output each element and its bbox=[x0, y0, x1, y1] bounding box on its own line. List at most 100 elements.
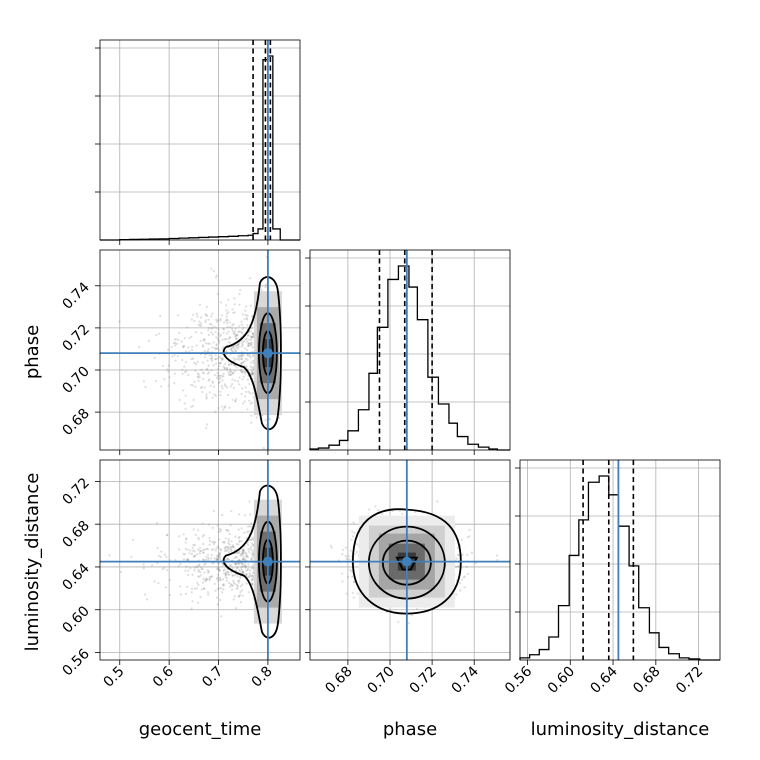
scatter-point bbox=[225, 386, 228, 389]
scatter-point bbox=[182, 552, 185, 556]
scatter-point bbox=[221, 379, 224, 382]
contour-outer bbox=[222, 276, 282, 431]
scatter-point bbox=[244, 370, 247, 373]
scatter-point bbox=[183, 553, 186, 556]
scatter-point bbox=[197, 536, 200, 539]
scatter-point bbox=[222, 578, 225, 581]
scatter-point bbox=[202, 339, 205, 342]
scatter-point bbox=[223, 572, 226, 575]
scatter-point bbox=[248, 525, 252, 528]
scatter-point bbox=[250, 327, 253, 330]
scatter-point bbox=[193, 380, 196, 383]
scatter-point bbox=[218, 341, 221, 344]
scatter-point bbox=[188, 337, 191, 340]
scatter-point bbox=[196, 548, 200, 551]
scatter-point bbox=[219, 361, 222, 364]
scatter-point bbox=[227, 373, 230, 376]
scatter-point bbox=[247, 525, 250, 528]
scatter-point bbox=[182, 389, 185, 392]
scatter-point bbox=[233, 369, 236, 372]
scatter-point bbox=[214, 541, 217, 544]
scatter-point bbox=[205, 578, 208, 581]
scatter-point bbox=[237, 581, 240, 584]
scatter-point bbox=[244, 566, 247, 569]
scatter-point bbox=[241, 570, 244, 573]
scatter-point bbox=[198, 324, 201, 327]
frame-phase bbox=[309, 249, 511, 451]
scatter-point bbox=[224, 572, 227, 575]
scatter-point bbox=[242, 375, 245, 378]
scatter-point bbox=[230, 349, 233, 352]
scatter-point bbox=[250, 549, 253, 552]
scatter-point bbox=[212, 364, 215, 367]
scatter-point bbox=[251, 315, 254, 318]
scatter-point bbox=[214, 410, 217, 413]
scatter-point bbox=[219, 334, 222, 337]
scatter-point bbox=[184, 360, 187, 364]
scatter-point bbox=[214, 354, 217, 357]
scatter-point bbox=[212, 542, 216, 546]
scatter-point bbox=[183, 344, 186, 347]
tick-label-geocent_time: 0.7 bbox=[199, 664, 226, 691]
scatter-point bbox=[213, 347, 216, 350]
scatter-point bbox=[195, 312, 198, 315]
scatter-point bbox=[240, 362, 243, 365]
scatter-point bbox=[223, 541, 226, 544]
scatter-point bbox=[232, 332, 235, 335]
scatter-point bbox=[236, 380, 239, 383]
scatter-point bbox=[245, 573, 248, 576]
scatter-point bbox=[142, 380, 145, 383]
scatter-point bbox=[210, 575, 213, 579]
scatter-point bbox=[251, 369, 254, 372]
scatter-point bbox=[237, 579, 240, 582]
tick-label-phase: 0.70 bbox=[364, 664, 397, 697]
scatter-point bbox=[218, 375, 221, 378]
scatter-point bbox=[201, 345, 205, 348]
scatter-point bbox=[193, 587, 196, 590]
scatter-point bbox=[252, 571, 255, 575]
scatter-point bbox=[230, 346, 233, 349]
scatter-point bbox=[249, 545, 253, 549]
scatter-point bbox=[237, 563, 240, 566]
scatter-point bbox=[234, 344, 237, 347]
scatter-point bbox=[243, 318, 246, 321]
scatter-point bbox=[223, 367, 226, 370]
scatter-point bbox=[248, 344, 251, 347]
scatter-point bbox=[242, 550, 245, 553]
scatter-point bbox=[207, 348, 210, 351]
scatter-point bbox=[207, 371, 210, 374]
scatter-point bbox=[195, 565, 198, 568]
scatter-point bbox=[187, 573, 190, 577]
scatter-point bbox=[201, 390, 204, 394]
scatter-point bbox=[221, 374, 224, 377]
scatter-point bbox=[222, 365, 225, 368]
scatter-point bbox=[203, 571, 206, 574]
scatter-point bbox=[214, 589, 217, 593]
scatter-point bbox=[495, 554, 498, 557]
scatter-point bbox=[215, 320, 218, 323]
scatter-point bbox=[248, 338, 251, 341]
scatter-point bbox=[179, 585, 182, 588]
scatter-point bbox=[196, 376, 200, 379]
scatter-point bbox=[176, 342, 179, 345]
scatter-point bbox=[194, 385, 197, 388]
scatter-point bbox=[217, 382, 221, 385]
scatter-point bbox=[235, 607, 238, 610]
scatter-point bbox=[204, 313, 207, 316]
scatter-point bbox=[238, 562, 241, 565]
scatter-point bbox=[197, 375, 200, 378]
scatter-point bbox=[414, 510, 417, 513]
scatter-point bbox=[350, 570, 353, 573]
scatter-point bbox=[216, 367, 219, 370]
scatter-point bbox=[198, 376, 201, 379]
scatter-point bbox=[205, 305, 208, 308]
scatter-point bbox=[353, 553, 357, 556]
scatter-point bbox=[174, 558, 177, 562]
scatter-point bbox=[189, 567, 192, 570]
scatter-point bbox=[239, 585, 243, 588]
scatter-point bbox=[351, 530, 354, 533]
scatter-point bbox=[196, 581, 199, 585]
scatter-point bbox=[246, 314, 249, 317]
scatter-point bbox=[219, 394, 222, 397]
scatter-point bbox=[205, 555, 208, 558]
